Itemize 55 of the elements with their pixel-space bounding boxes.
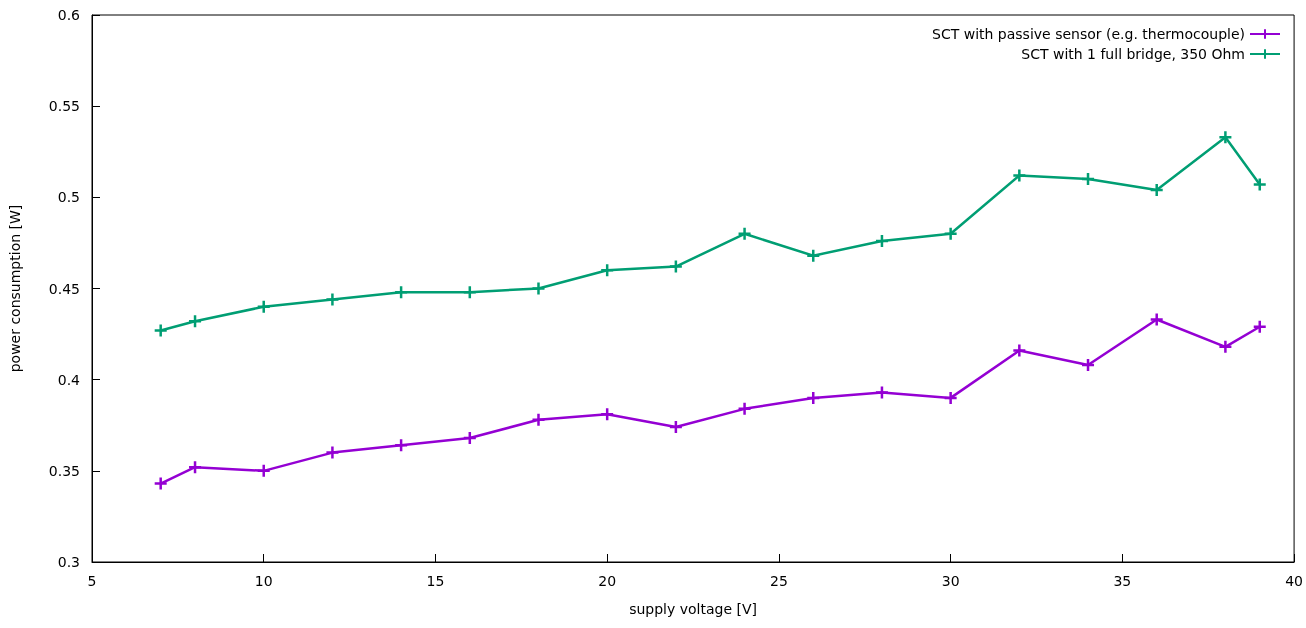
x-tick-label: 40: [1285, 573, 1304, 589]
point: [153, 476, 168, 491]
point: [462, 284, 478, 300]
point: [393, 438, 409, 453]
point: [187, 459, 203, 475]
point: [599, 407, 615, 422]
point: [737, 226, 752, 242]
point: [943, 226, 958, 242]
point: [599, 263, 615, 278]
point: [874, 233, 890, 249]
point: [1218, 339, 1233, 355]
point: [1080, 357, 1096, 373]
x-tick-label: 25: [770, 573, 788, 589]
x-tick-label: 20: [598, 573, 617, 589]
point: [153, 323, 168, 338]
y-tick-label: 0.5: [57, 189, 80, 206]
point: [1252, 319, 1267, 335]
legend-label: SCT with passive sensor (e.g. thermocouple): [932, 26, 1245, 42]
point: [531, 412, 546, 428]
x-tick-label: 35: [1113, 573, 1132, 589]
point: [393, 284, 409, 300]
point: [874, 385, 890, 400]
point: [1012, 168, 1027, 183]
x-tick-label: 10: [254, 573, 273, 589]
legend-label: SCT with 1 full bridge, 350 Ohm: [1021, 46, 1245, 62]
point: [1252, 177, 1267, 192]
point: [325, 292, 340, 307]
y-tick-label: 0.45: [48, 280, 80, 297]
x-axis-title: supply voltage [V]: [629, 601, 757, 617]
point: [1149, 312, 1164, 327]
point: [1218, 129, 1233, 145]
point: [256, 299, 271, 314]
y-tick-label: 0.35: [48, 462, 80, 479]
point: [256, 463, 271, 479]
y-tick-label: 0.3: [57, 554, 80, 570]
point: [668, 419, 684, 435]
point: [668, 259, 684, 274]
point: [531, 281, 546, 296]
point: [1149, 182, 1164, 198]
y-axis-title: power consumption [W]: [7, 204, 23, 373]
point: [737, 401, 752, 417]
y-tick-label: 0.6: [57, 7, 81, 23]
point: [806, 390, 821, 406]
x-tick-label: 15: [426, 573, 445, 589]
point: [187, 314, 203, 329]
point: [806, 248, 821, 263]
point: [325, 445, 340, 460]
x-tick-label: 5: [87, 573, 97, 589]
y-tick-label: 0.55: [48, 98, 80, 115]
point: [943, 390, 958, 406]
point: [462, 430, 478, 446]
x-tick-label: 30: [941, 573, 960, 589]
point: [1080, 171, 1096, 187]
y-tick-label: 0.4: [57, 371, 81, 388]
point: [1012, 343, 1027, 358]
